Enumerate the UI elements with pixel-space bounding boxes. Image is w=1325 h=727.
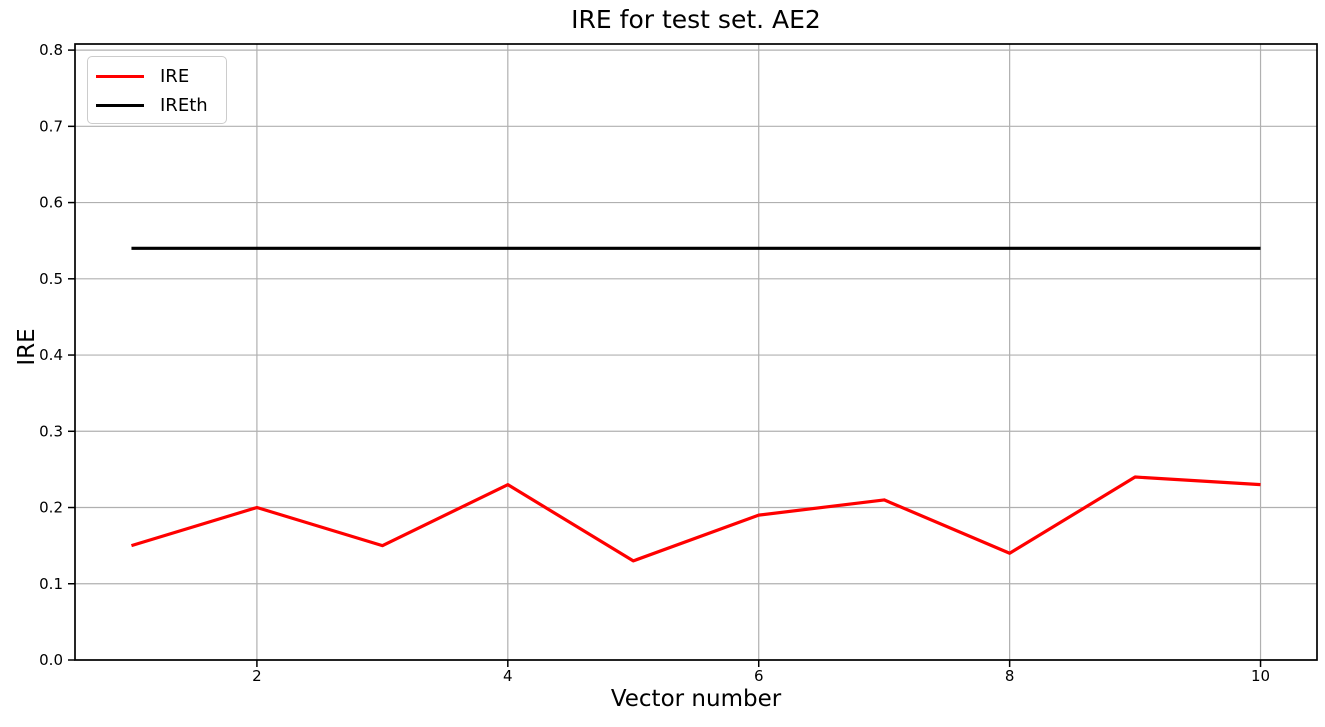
ire-line-swatch xyxy=(96,74,144,79)
y-axis-label: IRE xyxy=(14,328,40,366)
legend-item-ire: IRE xyxy=(96,62,226,91)
y-tick-label: 0.1 xyxy=(39,575,63,593)
y-tick-label: 0.5 xyxy=(39,270,63,288)
x-tick-label: 6 xyxy=(754,667,764,685)
legend: IRE IREth xyxy=(87,56,227,124)
ire-line xyxy=(130,475,1261,563)
legend-item-ireth: IREth xyxy=(96,91,226,120)
y-tick-label: 0.0 xyxy=(39,651,63,669)
y-tick-label: 0.7 xyxy=(39,117,63,135)
x-tick-label: 10 xyxy=(1251,667,1270,685)
x-axis-label: Vector number xyxy=(610,686,782,712)
x-tick-label: 4 xyxy=(503,667,513,685)
y-tick-label: 0.3 xyxy=(39,422,63,440)
legend-label-ireth: IREth xyxy=(160,94,208,116)
y-tick-label: 0.8 xyxy=(39,41,63,59)
y-tick-label: 0.6 xyxy=(39,194,63,212)
x-tick-label: 8 xyxy=(1005,667,1015,685)
legend-label-ire: IRE xyxy=(160,65,190,87)
y-tick-label: 0.2 xyxy=(39,499,63,517)
ireth-line-swatch xyxy=(96,103,144,108)
plot-border xyxy=(74,43,1318,661)
chart-title: IRE for test set. AE2 xyxy=(571,5,821,34)
y-tick-label: 0.4 xyxy=(39,346,63,364)
x-tick-label: 2 xyxy=(252,667,262,685)
